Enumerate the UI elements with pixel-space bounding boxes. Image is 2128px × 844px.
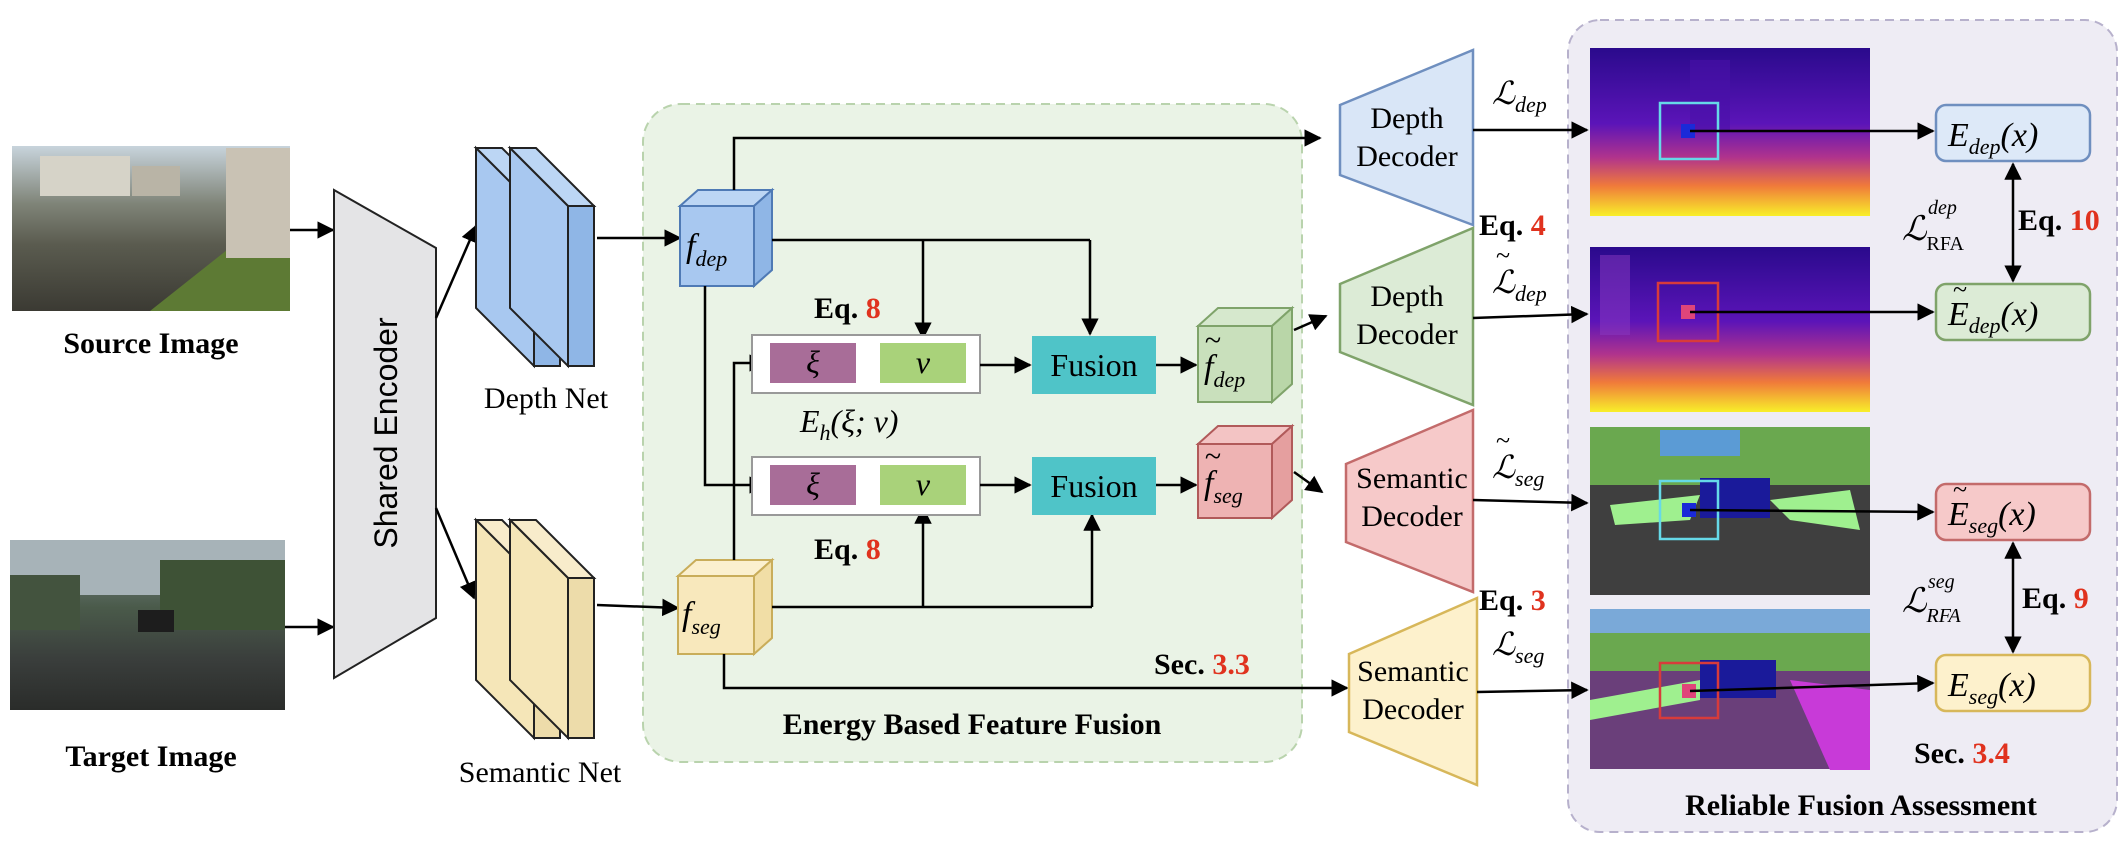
sec33-ref: Sec. 3.3 xyxy=(1154,648,1250,681)
e-seg-tilde-label: Eseg(x) xyxy=(1947,496,2036,538)
eq8-bottom-ref: Eq. 8 xyxy=(814,533,881,566)
loss-dep-tilde-label: ℒdep xyxy=(1492,264,1547,306)
loss-dep-label: ℒdep xyxy=(1492,75,1547,117)
eq10-ref: Eq. 10 xyxy=(2018,204,2100,237)
loss-rfa-seg-label: ℒRFA xyxy=(1902,583,1961,627)
fusion-box-bottom xyxy=(1032,457,1156,515)
nu-symbol-bottom: ν xyxy=(916,466,931,502)
xi-box-bottom xyxy=(770,465,856,505)
feature-dep-tilde-mark: ~ xyxy=(1205,324,1221,357)
nu-box-top xyxy=(880,343,966,383)
arrow-fdep-xi-bottom xyxy=(703,286,767,494)
semantic-decoder-1 xyxy=(1344,408,1475,594)
loss-rfa-seg-sup: seg xyxy=(1928,571,1955,593)
energy-fusion-panel xyxy=(642,103,1303,763)
semantic-decoder-1-line2: Decoder xyxy=(1361,500,1463,533)
source-image xyxy=(12,146,290,311)
energy-function-label: Eh(ξ; ν) xyxy=(799,403,898,445)
depth-decoder-1-line2: Decoder xyxy=(1356,140,1458,173)
semantic-net-label: Semantic Net xyxy=(459,756,622,789)
target-image-label: Target Image xyxy=(65,740,236,773)
e-seg-label: Eseg(x) xyxy=(1947,667,2036,709)
arrow-fdep-decoder1 xyxy=(732,129,1322,190)
depth-decoder-2-line1: Depth xyxy=(1370,280,1443,313)
arrow-fsegtilde-decoder3 xyxy=(1293,470,1324,494)
arrow-fseg-decoder4 xyxy=(722,654,1349,697)
e-dep-tilde-mark: ~ xyxy=(1953,275,1967,304)
eq3-ref: Eq. 3 xyxy=(1479,584,1546,617)
loss-rfa-dep-label: ℒRFA xyxy=(1902,211,1964,255)
e-dep-box xyxy=(1934,103,2092,163)
arrow-map3-eseg-tilde xyxy=(1689,503,1935,521)
loss-seg-tilde-label: ℒseg xyxy=(1492,449,1544,491)
arrow-map4-eseg xyxy=(1689,674,1935,693)
e-seg-box xyxy=(1934,653,2092,713)
eq8-top-ref: Eq. 8 xyxy=(814,292,881,325)
depth-net xyxy=(473,145,597,369)
fusion-label-bottom: Fusion xyxy=(1050,468,1137,504)
feature-dep-cube xyxy=(677,187,775,289)
xi-symbol-top: ξ xyxy=(806,344,820,380)
nu-symbol-top: ν xyxy=(916,344,931,380)
arrow-semnet-fseg xyxy=(596,598,680,617)
arrow-encoder-depthnet xyxy=(434,224,478,319)
energy-fusion-title: Energy Based Feature Fusion xyxy=(783,708,1162,741)
arrow-decoder3-map xyxy=(1472,493,1589,512)
loss-seg-tilde-mark: ~ xyxy=(1496,426,1510,455)
fusion-label-top: Fusion xyxy=(1050,347,1137,383)
depth-decoder-1 xyxy=(1338,48,1475,227)
semantic-decoder-2-line2: Decoder xyxy=(1362,693,1464,726)
e-seg-tilde-mark: ~ xyxy=(1953,475,1967,504)
feature-seg-label: fseg xyxy=(682,596,721,639)
rfa-title: Reliable Fusion Assessment xyxy=(1685,789,2037,822)
feature-dep-tilde-cube xyxy=(1195,305,1295,405)
xi-symbol-bottom: ξ xyxy=(806,466,820,502)
semantic-net xyxy=(473,517,597,741)
depth-net-label: Depth Net xyxy=(484,382,609,415)
depth-map-2 xyxy=(1590,247,1870,412)
eq4-ref: Eq. 4 xyxy=(1479,209,1546,242)
e-seg-tilde-box xyxy=(1934,482,2092,542)
e-dep-tilde-box xyxy=(1934,282,2092,342)
depth-decoder-2-line2: Decoder xyxy=(1356,318,1458,351)
feature-seg-tilde-cube xyxy=(1195,423,1295,521)
arrow-fdeptilde-decoder2 xyxy=(1293,314,1328,332)
depth-decoder-1-line1: Depth xyxy=(1370,102,1443,135)
loss-seg-label: ℒseg xyxy=(1492,626,1544,668)
source-image-label: Source Image xyxy=(63,327,238,360)
semantic-decoder-1-line1: Semantic xyxy=(1356,462,1468,495)
loss-rfa-dep-sup: dep xyxy=(1928,197,1957,219)
shared-encoder-label: Shared Encoder xyxy=(368,317,404,549)
xi-box-top xyxy=(770,343,856,383)
arrow-decoder2-map xyxy=(1472,305,1589,324)
arrow-decoder4-map xyxy=(1476,681,1589,700)
arrow-encoder-semnet xyxy=(434,507,476,600)
fusion-box-top xyxy=(1032,336,1156,394)
feature-seg-tilde-mark: ~ xyxy=(1205,440,1221,473)
shared-encoder xyxy=(333,188,437,680)
sec34-ref: Sec. 3.4 xyxy=(1914,737,2010,770)
semantic-decoder-2 xyxy=(1347,596,1479,787)
semantic-decoder-2-line1: Semantic xyxy=(1357,655,1469,688)
loss-dep-tilde-mark: ~ xyxy=(1496,241,1510,270)
nu-box-bottom xyxy=(880,465,966,505)
feature-seg-cube xyxy=(675,557,775,657)
e-dep-tilde-label: Edep(x) xyxy=(1947,296,2038,338)
depth-decoder-2 xyxy=(1338,226,1475,407)
target-image xyxy=(10,540,285,710)
e-dep-label: Edep(x) xyxy=(1947,117,2038,159)
eq9-ref: Eq. 9 xyxy=(2022,582,2089,615)
